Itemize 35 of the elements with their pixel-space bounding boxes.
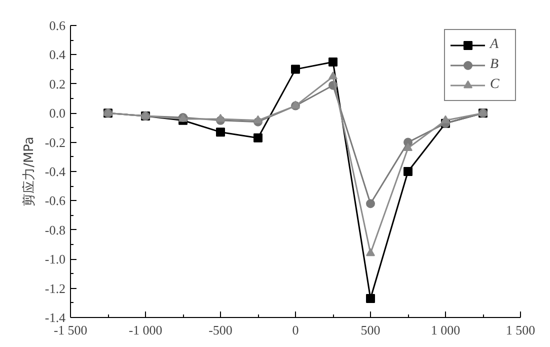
legend-label: A <box>490 37 500 53</box>
y-tick-label: 0.6 <box>49 18 66 33</box>
y-tick-label: -0.2 <box>44 134 66 150</box>
point <box>328 71 338 80</box>
point <box>366 199 375 208</box>
legend-label: B <box>490 57 500 73</box>
y-tick-label: -1.0 <box>44 252 66 267</box>
point <box>366 248 375 256</box>
point <box>254 115 262 124</box>
y-tick-label: 0.2 <box>49 76 66 92</box>
y-axis-title: 剪应力/MPa <box>20 136 37 206</box>
y-tick-label: -0.8 <box>44 222 66 238</box>
point <box>216 114 225 122</box>
point <box>291 64 300 74</box>
y-tick-label: -1.4 <box>44 310 66 325</box>
y-tick-label: 0.4 <box>49 47 66 62</box>
point <box>254 133 262 142</box>
x-tick-label: 1 500 <box>506 322 536 338</box>
y-tick-label: -0.6 <box>44 193 66 208</box>
y-tick-label: -1.2 <box>44 280 66 296</box>
x-tick-label: -1 000 <box>128 322 162 338</box>
x-tick-label: -500 <box>208 322 232 338</box>
point <box>441 115 450 124</box>
point <box>404 167 412 176</box>
x-tick-label: 500 <box>360 322 380 338</box>
point <box>216 128 225 137</box>
point <box>404 143 412 151</box>
x-tick-label: -1 500 <box>54 322 88 338</box>
x-tick-label: 1 000 <box>430 322 460 338</box>
point <box>366 294 375 304</box>
y-tick-label: -0.4 <box>44 164 66 179</box>
y-tick-label: 0.0 <box>49 106 66 121</box>
point <box>328 58 338 66</box>
legend-label: C <box>490 77 500 93</box>
x-tick-label: 0 <box>292 322 299 338</box>
